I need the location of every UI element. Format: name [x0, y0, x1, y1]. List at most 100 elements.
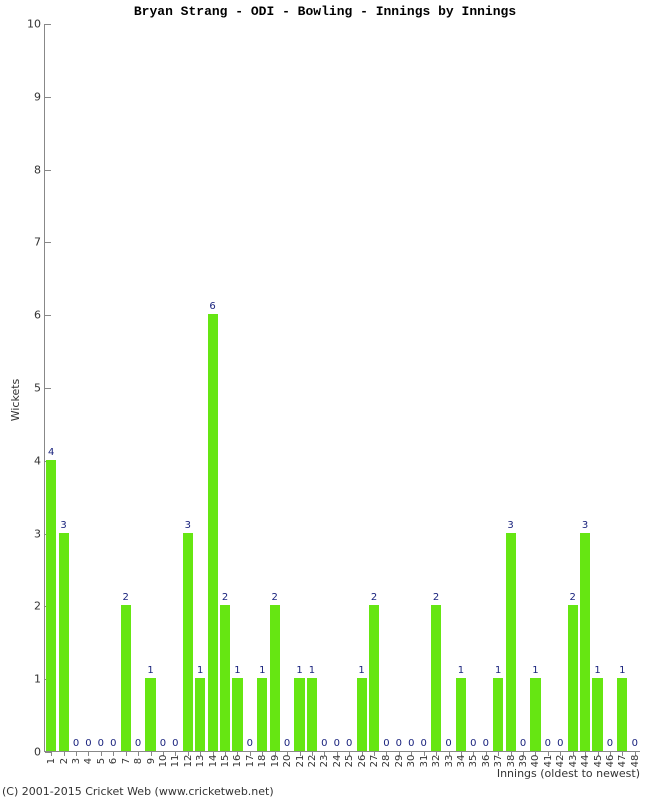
y-tick-label: 3: [34, 527, 41, 540]
x-tick-label: 11: [170, 755, 181, 768]
bar-value-label: 0: [170, 738, 180, 749]
x-tick-label: 6: [108, 758, 119, 764]
bar-value-label: 0: [158, 738, 168, 749]
x-tick-label: 34: [456, 755, 467, 768]
x-tick-label: 41: [543, 755, 554, 768]
x-tick: [76, 751, 77, 756]
x-tick-label: 9: [146, 758, 157, 764]
y-tick-label: 5: [34, 382, 41, 395]
x-tick: [64, 751, 65, 756]
x-tick-label: 31: [419, 755, 430, 768]
x-tick: [88, 751, 89, 756]
x-tick-label: 26: [357, 755, 368, 768]
bar-value-label: 1: [456, 665, 466, 676]
bar-value-label: 6: [208, 301, 218, 312]
x-tick-label: 30: [406, 755, 417, 768]
bar-value-label: 0: [96, 738, 106, 749]
x-tick-label: 35: [468, 755, 479, 768]
bar-value-label: 1: [357, 665, 367, 676]
bar-value-label: 0: [344, 738, 354, 749]
bar-value-label: 0: [468, 738, 478, 749]
x-tick-label: 16: [232, 755, 243, 768]
x-tick-label: 10: [158, 755, 169, 768]
y-tick-label: 8: [34, 163, 41, 176]
bar-value-label: 2: [369, 592, 379, 603]
x-tick-label: 40: [530, 755, 541, 768]
x-tick: [113, 751, 114, 756]
bar: [369, 605, 379, 751]
bar: [592, 678, 602, 751]
bar-value-label: 2: [121, 592, 131, 603]
x-tick-label: 8: [133, 758, 144, 764]
y-tick-label: 1: [34, 673, 41, 686]
bar: [145, 678, 155, 751]
x-tick-label: 15: [220, 755, 231, 768]
bar-value-label: 0: [518, 738, 528, 749]
y-tick-label: 10: [27, 18, 41, 31]
y-tick-label: 4: [34, 454, 41, 467]
x-tick-label: 14: [208, 755, 219, 768]
bar-value-label: 1: [493, 665, 503, 676]
x-tick-label: 36: [481, 755, 492, 768]
x-tick-label: 2: [59, 758, 70, 764]
bar-value-label: 0: [555, 738, 565, 749]
bar: [357, 678, 367, 751]
x-tick: [126, 751, 127, 756]
bar: [580, 533, 590, 751]
bar: [270, 605, 280, 751]
bar-value-label: 0: [605, 738, 615, 749]
plot-area: 0123456789104132030405062708190100113121…: [44, 24, 640, 752]
x-tick-label: 29: [394, 755, 405, 768]
bar-value-label: 3: [506, 520, 516, 531]
bar: [493, 678, 503, 751]
bar-value-label: 0: [282, 738, 292, 749]
bar: [59, 533, 69, 751]
x-tick-label: 25: [344, 755, 355, 768]
y-tick-label: 0: [34, 746, 41, 759]
bar-value-label: 2: [220, 592, 230, 603]
bar: [208, 314, 218, 751]
bar-value-label: 0: [443, 738, 453, 749]
bar-value-label: 0: [133, 738, 143, 749]
bar-value-label: 1: [232, 665, 242, 676]
chart-title: Bryan Strang - ODI - Bowling - Innings b…: [0, 4, 650, 19]
x-tick-label: 24: [332, 755, 343, 768]
bar-value-label: 1: [257, 665, 267, 676]
bar-value-label: 0: [332, 738, 342, 749]
bar: [220, 605, 230, 751]
x-tick: [151, 751, 152, 756]
bar: [506, 533, 516, 751]
x-tick-label: 45: [593, 755, 604, 768]
x-tick-label: 46: [605, 755, 616, 768]
bar-value-label: 0: [319, 738, 329, 749]
bar-value-label: 2: [568, 592, 578, 603]
x-axis-label: Innings (oldest to newest): [497, 767, 640, 780]
bar: [530, 678, 540, 751]
x-tick-label: 19: [270, 755, 281, 768]
x-tick-label: 1: [46, 758, 57, 764]
bar-value-label: 1: [195, 665, 205, 676]
bar-value-label: 1: [617, 665, 627, 676]
bar: [195, 678, 205, 751]
x-tick-label: 33: [444, 755, 455, 768]
x-tick-label: 12: [183, 755, 194, 768]
x-tick-label: 23: [319, 755, 330, 768]
x-tick: [138, 751, 139, 756]
y-tick: [45, 388, 51, 389]
chart-frame: Bryan Strang - ODI - Bowling - Innings b…: [0, 0, 650, 800]
x-tick-label: 38: [506, 755, 517, 768]
x-tick: [51, 751, 52, 756]
y-tick-label: 2: [34, 600, 41, 613]
x-tick-label: 17: [245, 755, 256, 768]
x-tick-label: 3: [71, 758, 82, 764]
x-tick-label: 13: [195, 755, 206, 768]
bar-value-label: 0: [381, 738, 391, 749]
bar: [456, 678, 466, 751]
bar-value-label: 3: [580, 520, 590, 531]
y-tick-label: 9: [34, 90, 41, 103]
bar-value-label: 4: [46, 447, 56, 458]
bar: [46, 460, 56, 751]
x-tick-label: 44: [580, 755, 591, 768]
bar-value-label: 0: [630, 738, 640, 749]
y-tick: [45, 170, 51, 171]
